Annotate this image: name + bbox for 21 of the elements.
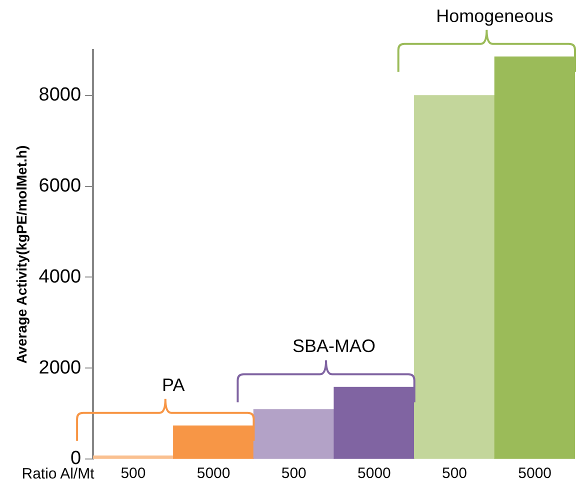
x-axis-title: Ratio Al/Mt xyxy=(22,466,96,483)
bar xyxy=(173,425,254,459)
text: Homogeneous xyxy=(436,6,554,26)
y-tick-label: 8000 xyxy=(38,84,82,106)
annotation: SBA-MAO xyxy=(292,336,376,356)
y-tick-label: 6000 xyxy=(38,176,82,197)
x-tick-label: 500 xyxy=(442,465,468,482)
bar xyxy=(494,56,575,459)
x-tick-label: 500 xyxy=(120,465,146,482)
y-axis-title: Average Activity(kgPE/molMet.h) xyxy=(13,145,30,364)
bar xyxy=(334,386,415,459)
y-tick-label: 2000 xyxy=(38,357,82,378)
x-tick-label: 5000 xyxy=(518,465,552,482)
bar xyxy=(93,455,174,459)
x-tick-label: 500 xyxy=(281,465,306,482)
bar xyxy=(253,409,334,459)
y-tick-label: 4000 xyxy=(38,266,82,288)
x-tick-label: 5000 xyxy=(196,465,230,482)
x-tick-label: 5000 xyxy=(358,465,391,482)
annotation: PA xyxy=(162,374,185,395)
bar xyxy=(414,95,496,459)
